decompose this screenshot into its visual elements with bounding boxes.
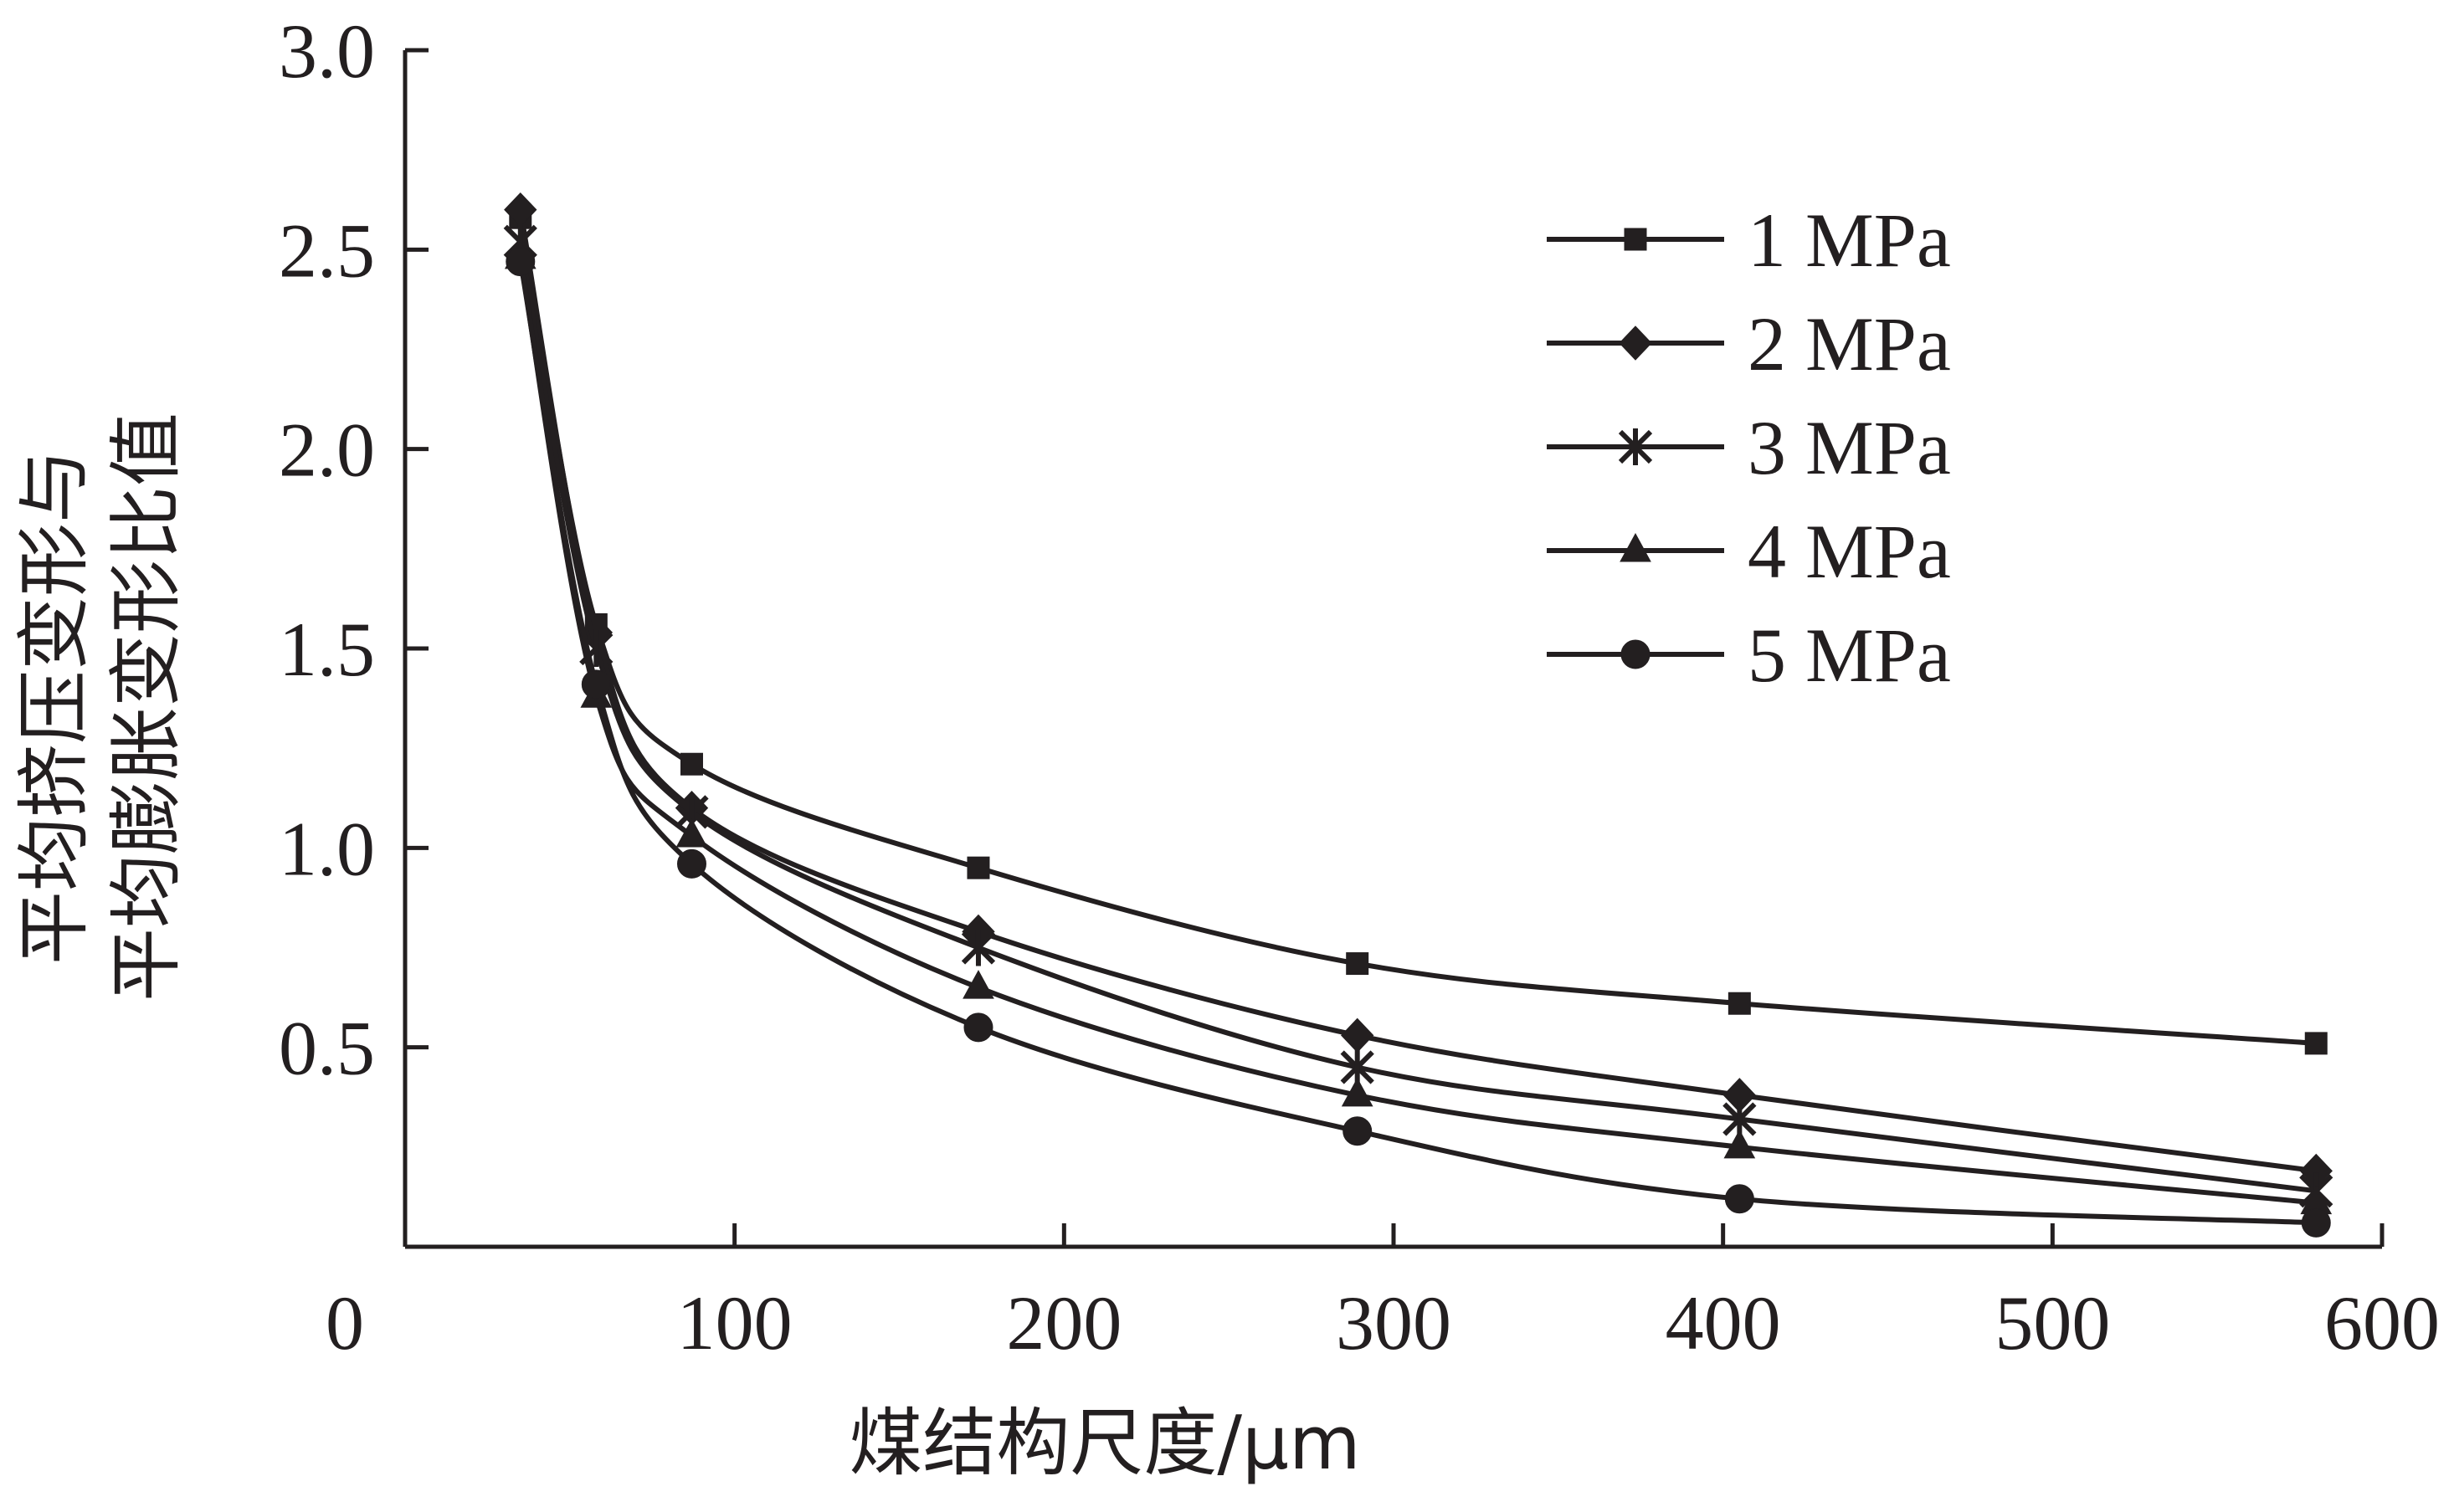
x-axis-ticks: 0 100 200 300 400 500 600 bbox=[326, 1223, 2440, 1366]
data-point bbox=[1341, 1017, 1374, 1053]
legend-item: 2 MPa bbox=[1547, 301, 1951, 387]
legend-label: 5 MPa bbox=[1748, 612, 1951, 698]
series-3 bbox=[503, 223, 2333, 1210]
data-point bbox=[963, 970, 994, 999]
y-axis-title-line-1: 平均挤压变形与 bbox=[11, 449, 97, 965]
y-tick-label: 3.0 bbox=[279, 8, 375, 94]
data-point bbox=[1346, 952, 1369, 976]
data-point bbox=[675, 818, 708, 848]
data-point bbox=[1723, 1129, 1756, 1159]
legend-label: 1 MPa bbox=[1748, 197, 1951, 283]
y-axis-title-line-2: 平均膨胀变形比值 bbox=[103, 413, 189, 1002]
x-tick-label: 500 bbox=[1995, 1280, 2110, 1366]
y-tick-label: 1.0 bbox=[279, 806, 375, 891]
legend-item: 4 MPa bbox=[1547, 509, 1951, 594]
legend-item: 1 MPa bbox=[1547, 197, 1951, 283]
data-point bbox=[2301, 1207, 2331, 1238]
x-axis-title: 煤结构尺度/μm bbox=[849, 1400, 1360, 1486]
y-tick-label: 0.5 bbox=[279, 1006, 375, 1091]
series-4 bbox=[504, 239, 2333, 1215]
legend: 1 MPa 2 MPa 3 MPa 4 MPa 5 MPa bbox=[1547, 197, 1951, 698]
data-point bbox=[963, 1012, 993, 1043]
data-point bbox=[1341, 1077, 1373, 1107]
legend-marker bbox=[1618, 428, 1653, 465]
y-tick-label: 2.5 bbox=[279, 208, 375, 293]
data-point bbox=[676, 848, 706, 879]
legend-label: 3 MPa bbox=[1748, 405, 1951, 490]
data-point bbox=[1343, 1116, 1373, 1146]
legend-marker bbox=[1620, 639, 1651, 669]
data-point bbox=[581, 669, 611, 700]
series-layer bbox=[503, 192, 2333, 1238]
series-5 bbox=[506, 247, 2331, 1238]
legend-marker bbox=[1624, 228, 1647, 251]
x-tick-label: 300 bbox=[1336, 1280, 1451, 1366]
x-tick-label: 400 bbox=[1666, 1280, 1781, 1366]
series-2 bbox=[504, 192, 2333, 1189]
data-point bbox=[1724, 1184, 1754, 1214]
data-point bbox=[2304, 1032, 2328, 1055]
y-tick-label: 1.5 bbox=[279, 607, 375, 692]
data-point bbox=[967, 856, 990, 879]
legend-item: 5 MPa bbox=[1547, 612, 1951, 698]
data-point bbox=[680, 752, 703, 776]
legend-marker bbox=[1620, 532, 1651, 562]
legend-label: 2 MPa bbox=[1748, 301, 1951, 387]
y-axis-ticks: 0.5 1.0 1.5 2.0 2.5 3.0 bbox=[279, 8, 429, 1091]
legend-item: 3 MPa bbox=[1547, 405, 1951, 490]
axes bbox=[403, 50, 2382, 1249]
x-tick-label: 0 bbox=[326, 1280, 364, 1366]
x-tick-label: 600 bbox=[2324, 1280, 2440, 1366]
data-point bbox=[506, 247, 536, 277]
x-tick-label: 100 bbox=[677, 1280, 793, 1366]
y-tick-label: 2.0 bbox=[279, 407, 375, 493]
series-line bbox=[517, 257, 2317, 1206]
data-point bbox=[1728, 992, 1751, 1015]
legend-label: 4 MPa bbox=[1748, 509, 1951, 594]
legend-marker bbox=[1619, 325, 1652, 361]
series-line bbox=[517, 217, 2317, 1046]
x-tick-label: 200 bbox=[1006, 1280, 1122, 1366]
data-point bbox=[961, 929, 996, 966]
